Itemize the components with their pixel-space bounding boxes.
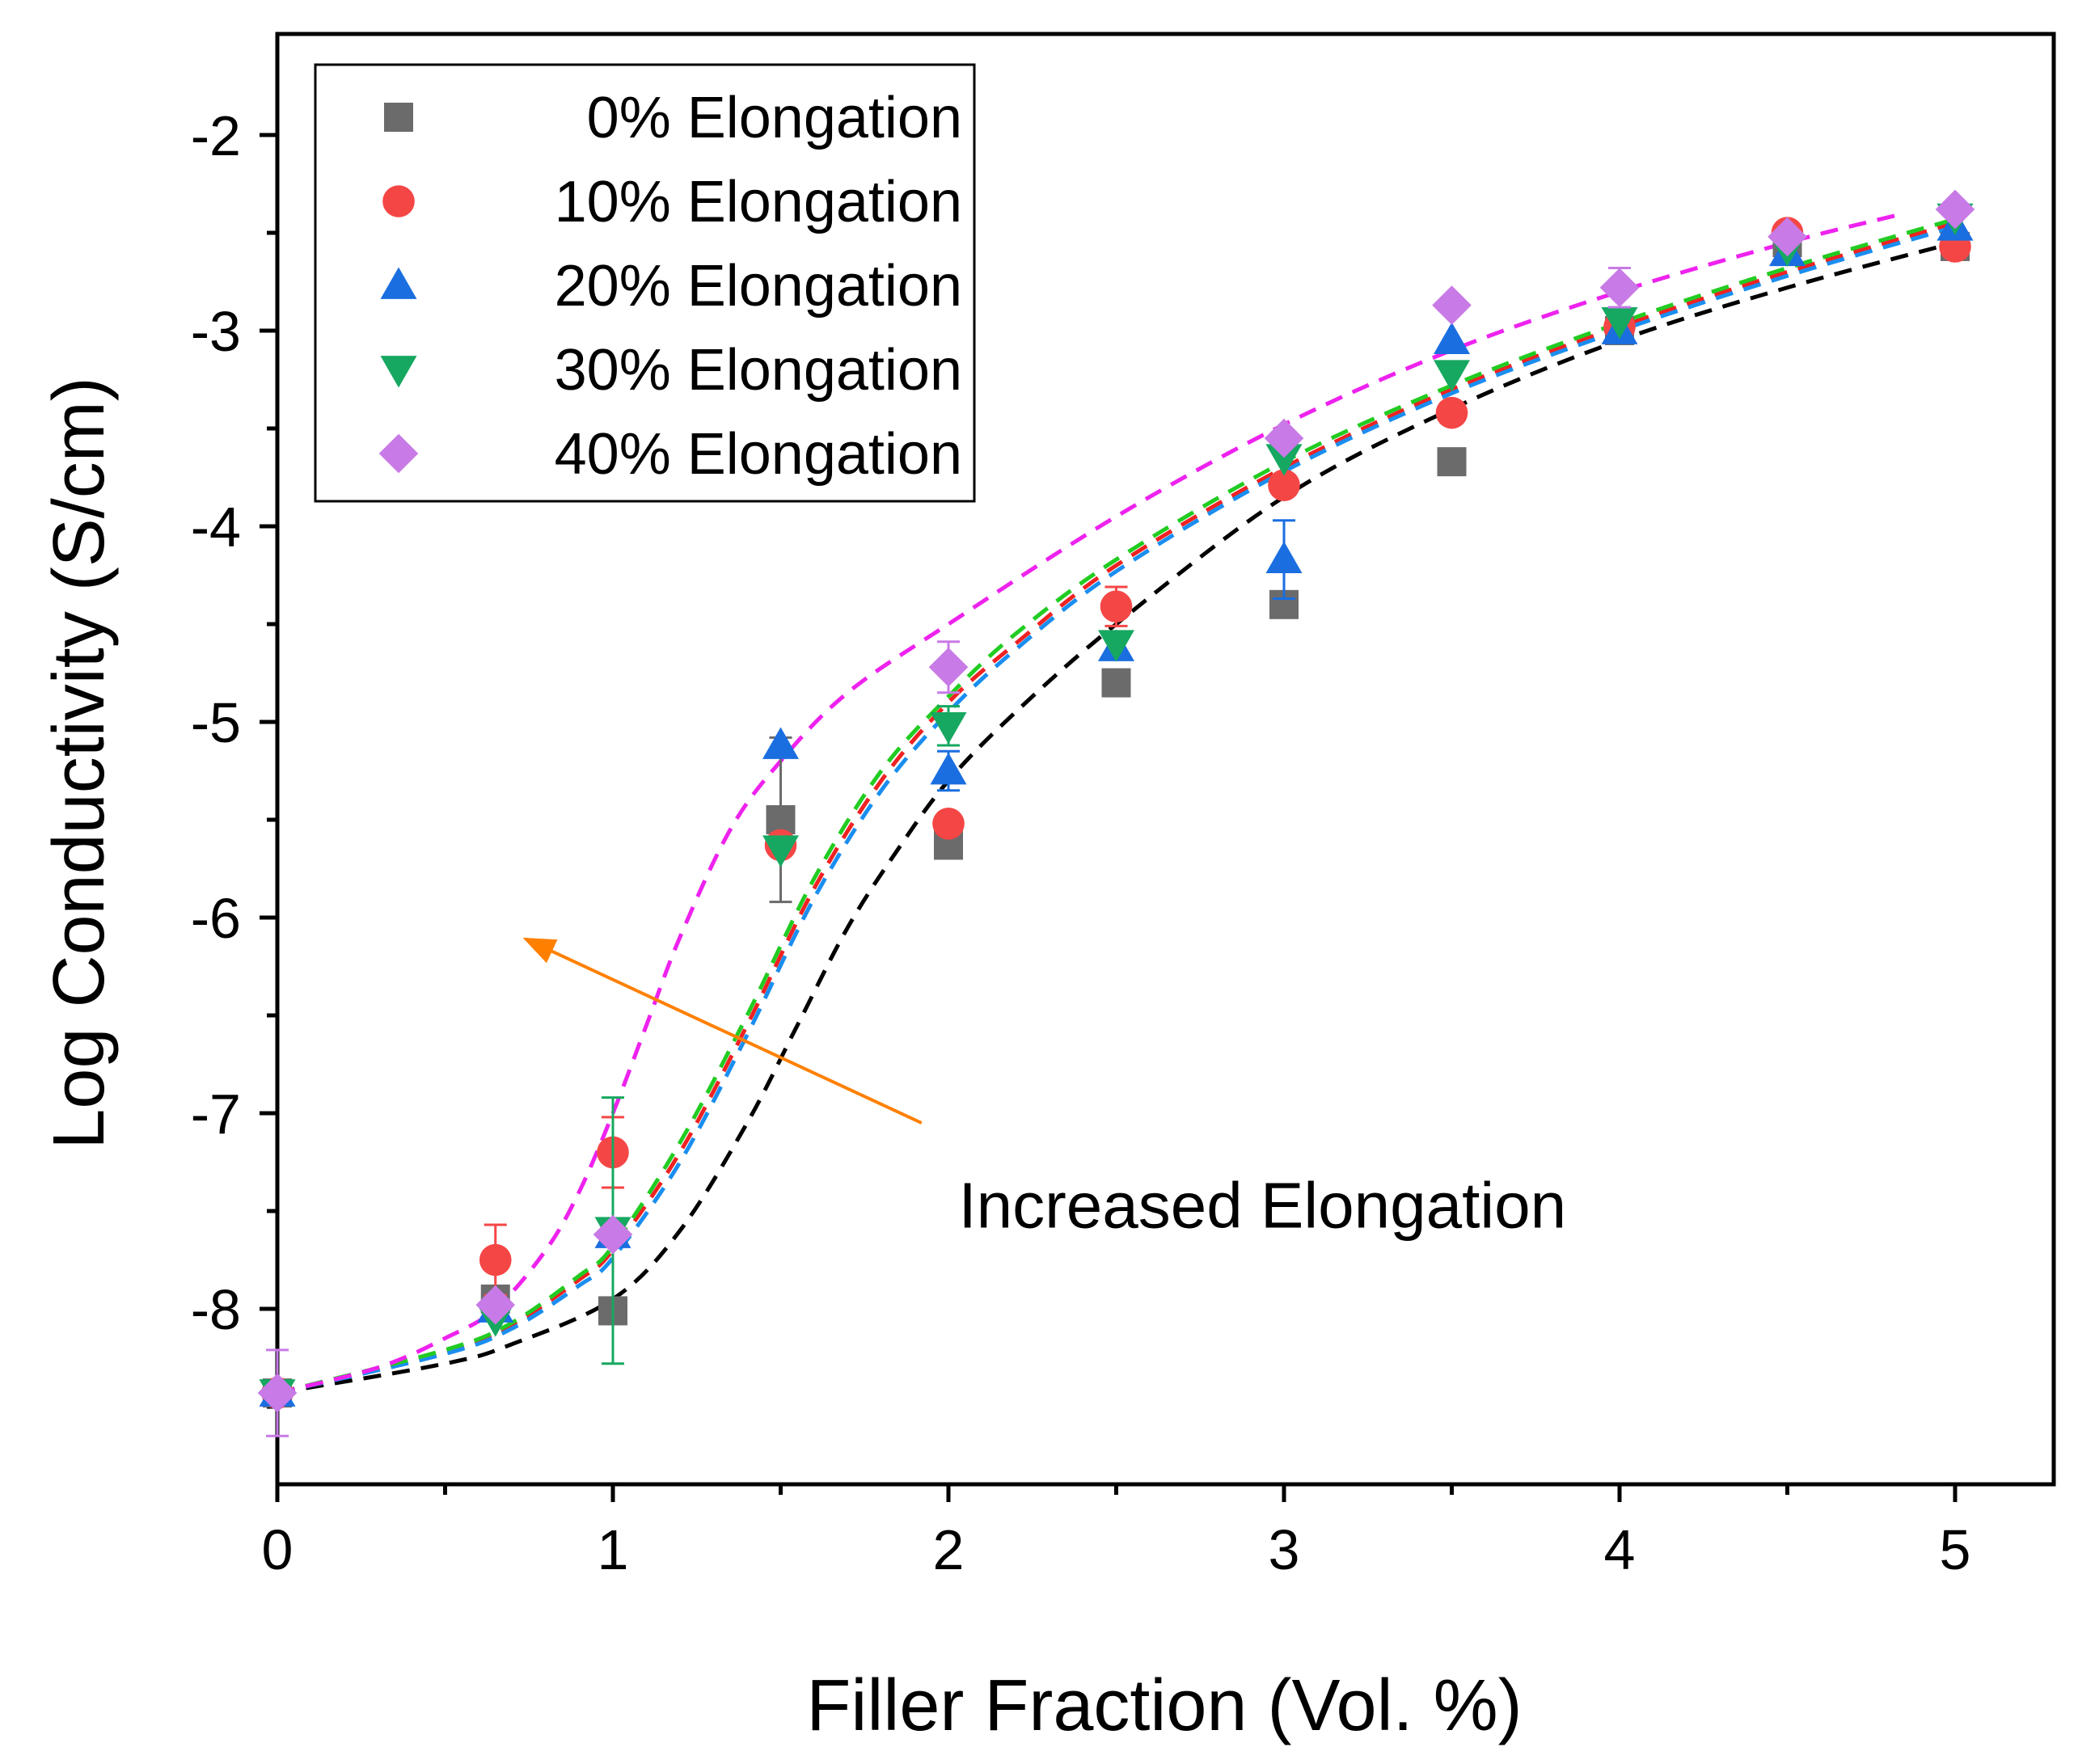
x-axis: 0 1 2 3 4 5 bbox=[262, 1484, 1971, 1581]
annotations: Increased Elongation bbox=[522, 937, 1566, 1242]
data-point-series-3 bbox=[1098, 630, 1134, 662]
fit-curve-series-2 bbox=[277, 225, 1956, 1395]
y-tick-label: -4 bbox=[191, 496, 241, 559]
x-tick-label: 3 bbox=[1269, 1518, 1300, 1581]
data-point-series-4 bbox=[1768, 217, 1807, 257]
legend-label: 30% Elongation bbox=[555, 338, 962, 403]
x-tick-label: 1 bbox=[598, 1518, 629, 1581]
data-point-series-0 bbox=[1437, 447, 1467, 477]
legend-label: 40% Elongation bbox=[555, 422, 962, 487]
data-point-series-3 bbox=[930, 711, 967, 745]
data-point-series-3 bbox=[1434, 360, 1470, 392]
data-point-series-1 bbox=[479, 1243, 512, 1277]
data-point-series-0 bbox=[1101, 668, 1131, 698]
fit-curve-series-4 bbox=[277, 211, 1906, 1395]
legend: 0% Elongation 10% Elongation 20% Elongatio… bbox=[314, 63, 976, 503]
data-point-series-1 bbox=[1268, 469, 1300, 501]
legend-marker-series-4 bbox=[378, 433, 419, 474]
x-tick-label: 0 bbox=[262, 1518, 294, 1581]
y-tick-label: -5 bbox=[191, 691, 241, 754]
y-tick-label: -8 bbox=[191, 1278, 241, 1341]
data-point-series-1 bbox=[1100, 590, 1133, 623]
legend-marker-series-2 bbox=[380, 267, 417, 299]
legend-label: 20% Elongation bbox=[555, 254, 962, 319]
data-point-series-4 bbox=[1935, 189, 1975, 230]
data-point-series-3 bbox=[1265, 444, 1303, 476]
x-tick-label: 5 bbox=[1940, 1518, 1971, 1581]
fit-curve-series-3 bbox=[277, 217, 1956, 1395]
data-point-series-4 bbox=[475, 1285, 516, 1325]
y-tick-label: -2 bbox=[191, 104, 241, 167]
legend-marker-series-0 bbox=[384, 103, 413, 132]
y-axis: -2 -3 -4 -5 -6 -7 -8 bbox=[191, 104, 277, 1409]
data-point-series-3 bbox=[1601, 307, 1638, 340]
annotation-text: Increased Elongation bbox=[958, 1170, 1566, 1242]
data-point-series-2 bbox=[762, 727, 799, 759]
y-tick-label: -6 bbox=[191, 887, 241, 950]
fit-curve-series-1 bbox=[277, 221, 1956, 1395]
y-axis-title: Log Conductivity (S/cm) bbox=[39, 377, 120, 1149]
data-point-series-3 bbox=[762, 835, 799, 867]
data-point-series-4 bbox=[928, 647, 969, 687]
y-tick-label: -3 bbox=[191, 300, 241, 363]
data-point-series-4 bbox=[257, 1373, 298, 1413]
data-point-series-2 bbox=[1434, 322, 1470, 354]
legend-marker-series-3 bbox=[380, 356, 417, 388]
data-point-series-2 bbox=[1265, 541, 1303, 574]
legend-label: 10% Elongation bbox=[555, 170, 962, 234]
annotation-arrow bbox=[522, 937, 923, 1125]
x-axis-title: Filler Fraction (Vol. %) bbox=[806, 1665, 1522, 1746]
y-tick-label: -7 bbox=[191, 1082, 241, 1146]
data-point-series-4 bbox=[593, 1214, 633, 1255]
x-tick-label: 2 bbox=[933, 1518, 965, 1581]
data-point-series-1 bbox=[1435, 396, 1468, 429]
x-tick-label: 4 bbox=[1604, 1518, 1636, 1581]
legend-marker-series-1 bbox=[382, 185, 415, 217]
data-point-series-4 bbox=[1599, 268, 1640, 308]
data-points bbox=[257, 189, 1975, 1437]
data-point-series-1 bbox=[932, 808, 965, 840]
data-point-series-4 bbox=[1432, 285, 1472, 325]
data-point-series-4 bbox=[1264, 418, 1304, 458]
legend-box bbox=[314, 63, 976, 503]
data-point-series-2 bbox=[930, 753, 967, 785]
legend-label: 0% Elongation bbox=[587, 86, 962, 150]
